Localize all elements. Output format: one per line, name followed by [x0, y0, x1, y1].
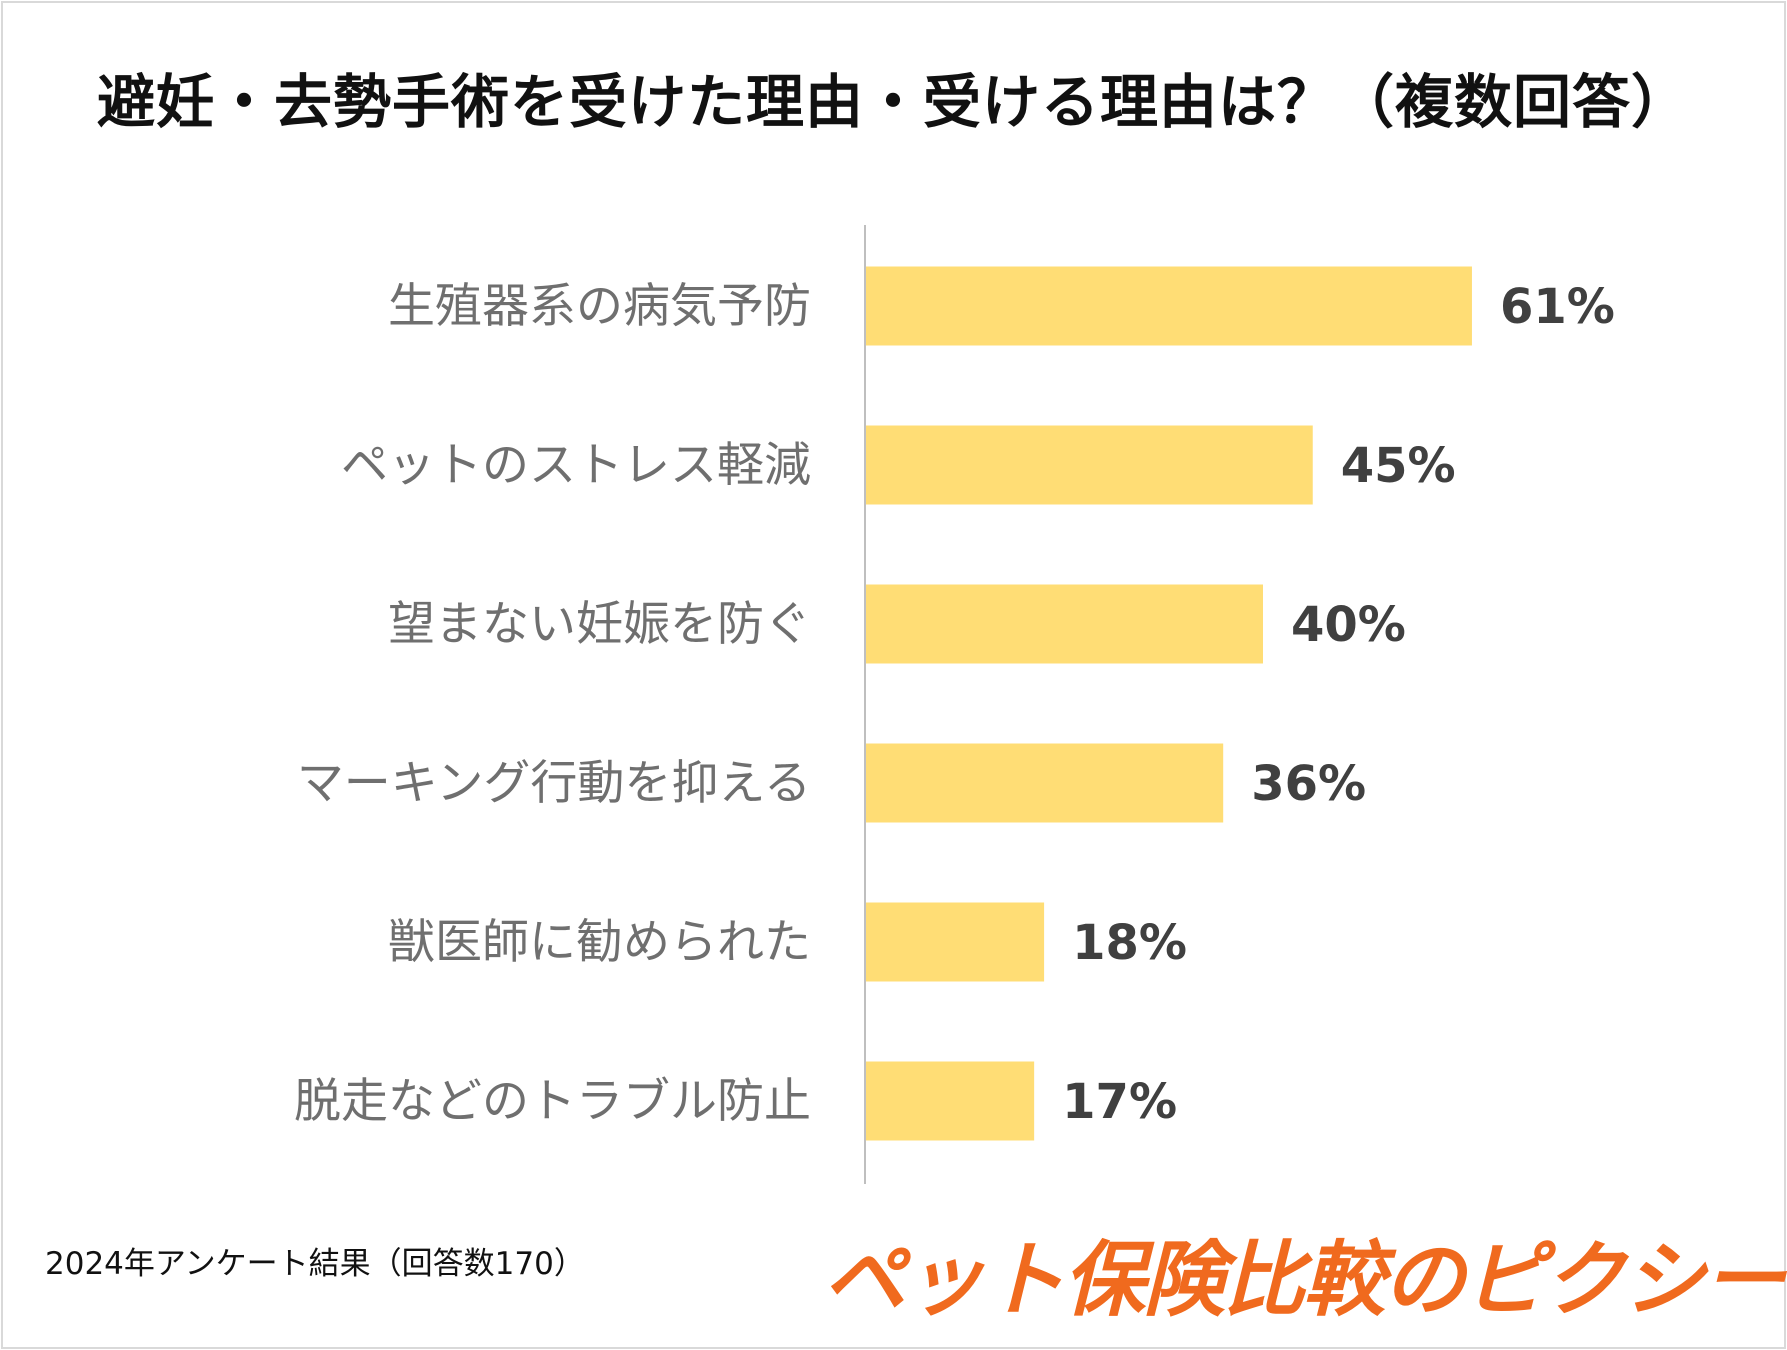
category-label-4: マーキング行動を抑える	[297, 756, 811, 811]
value-label-3: 40%	[1291, 597, 1406, 653]
category-label-5: 獣医師に勧められた	[388, 915, 811, 970]
value-label-2: 45%	[1341, 438, 1456, 494]
category-label-2: ペットのストレス軽減	[341, 438, 811, 493]
bar-chart: 生殖器系の病気予防 61% ペットのストレス軽減 45% 望まない妊娠を防ぐ 40% マーキ…	[294, 225, 1615, 1184]
bars-layer: 生殖器系の病気予防 61% ペットのストレス軽減 45% 望まない妊娠を防ぐ 40% マーキ…	[294, 266, 1615, 1141]
value-label-5: 18%	[1072, 915, 1187, 971]
bar-5	[865, 902, 1045, 982]
bar-1	[865, 266, 1472, 346]
brand-logo: ペット保険比較のピクシー	[823, 1233, 1785, 1328]
chart-title: 避妊・去勢手術を受けた理由・受ける理由は？（複数回答）	[96, 68, 1690, 136]
category-label-1: 生殖器系の病気予防	[388, 279, 811, 334]
value-label-6: 17%	[1062, 1074, 1177, 1130]
category-label-3: 望まない妊娠を防ぐ	[388, 597, 811, 652]
survey-footnote: 2024年アンケート結果（回答数170）	[45, 1246, 585, 1282]
value-label-1: 61%	[1500, 279, 1615, 335]
category-label-6: 脱走などのトラブル防止	[294, 1074, 811, 1129]
bar-6	[865, 1061, 1035, 1141]
bar-2	[865, 425, 1313, 505]
bar-3	[865, 584, 1263, 664]
value-label-4: 36%	[1251, 756, 1366, 812]
bar-4	[865, 743, 1224, 823]
